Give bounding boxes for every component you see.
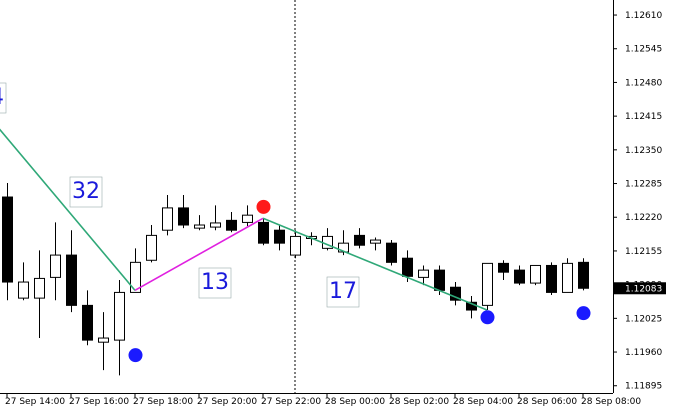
y-tick-label: 1.11895	[625, 382, 662, 392]
candle-body	[130, 261, 141, 293]
candle-body	[194, 224, 205, 229]
x-tick-label: 27 Sep 18:00	[133, 397, 193, 407]
candle-body	[354, 234, 365, 246]
candle-body	[178, 207, 189, 226]
marker	[576, 306, 591, 321]
zigzag-segment	[0, 128, 136, 291]
x-tick-label: 28 Sep 02:00	[389, 397, 449, 407]
candle-body	[434, 269, 445, 291]
y-tick-label: 1.12350	[625, 146, 662, 156]
y-tick-label: 1.12480	[625, 78, 662, 88]
plot: 4 32 13 17	[0, 0, 591, 393]
candle-body	[402, 257, 413, 277]
candle-body	[482, 262, 493, 306]
y-tick-label: 1.12155	[625, 247, 662, 257]
y-tick-label: 1.12610	[625, 11, 662, 21]
marker	[256, 199, 271, 214]
candle-body	[530, 264, 541, 284]
wave-label-text: 17	[329, 279, 357, 304]
x-tick-label: 28 Sep 06:00	[517, 397, 577, 407]
x-tick-label: 27 Sep 16:00	[69, 397, 129, 407]
y-tick-label: 1.12415	[625, 112, 662, 122]
candle-body	[578, 261, 589, 289]
marker	[128, 348, 143, 363]
candle-body	[258, 221, 269, 244]
wave-label-text: 32	[72, 179, 100, 204]
wave-label-text: 13	[201, 270, 229, 295]
wave-label: 4	[0, 82, 7, 114]
candle-body	[546, 264, 557, 293]
wave-label: 13	[198, 267, 232, 299]
candle-body	[18, 281, 29, 299]
candle-body	[242, 214, 253, 223]
x-tick-label: 28 Sep 08:00	[581, 397, 641, 407]
x-tick-label: 27 Sep 14:00	[5, 397, 65, 407]
y-tick-label: 1.12025	[625, 314, 662, 324]
zigzag-segment	[262, 217, 488, 311]
x-tick-label: 28 Sep 04:00	[453, 397, 513, 407]
y-tick-label: 1.12220	[625, 213, 662, 223]
zigzag-segment	[134, 217, 264, 292]
candle-body	[82, 304, 93, 341]
candle-body	[498, 262, 509, 273]
candle-body	[2, 196, 13, 283]
wave-label: 32	[69, 176, 103, 208]
y-tick-label: 1.12545	[625, 45, 662, 55]
marker	[480, 310, 495, 325]
x-tick-label: 28 Sep 00:00	[325, 397, 385, 407]
y-tick-label: 1.11960	[625, 348, 662, 358]
candle-body	[50, 254, 61, 278]
candle-body	[210, 222, 221, 228]
candle-body	[290, 235, 301, 256]
candle-body	[562, 262, 573, 293]
current-price-label: 1.12083	[625, 284, 662, 294]
wave-label-box	[0, 82, 7, 114]
candle-body	[418, 269, 429, 278]
candle-body	[66, 254, 77, 306]
candle-body	[370, 239, 381, 244]
candle-body	[114, 291, 125, 341]
candle-body	[450, 286, 461, 301]
candle-body	[162, 207, 173, 231]
x-tick-label: 27 Sep 22:00	[261, 397, 321, 407]
candle-body	[34, 277, 45, 299]
wave-label-text: 4	[0, 85, 4, 110]
wave-label: 17	[326, 276, 360, 308]
wave-label-box	[69, 176, 103, 208]
current-price-box	[614, 282, 666, 295]
candle-body	[146, 234, 157, 261]
y-tick-label: 1.12285	[625, 180, 662, 190]
wave-label-box	[326, 276, 360, 308]
candle-body	[226, 219, 237, 231]
wave-label-box	[198, 267, 232, 299]
candle-body	[98, 337, 109, 343]
candle-body	[386, 242, 397, 263]
candle-body	[514, 269, 525, 284]
candle-body	[274, 229, 285, 244]
x-tick-label: 27 Sep 20:00	[197, 397, 257, 407]
